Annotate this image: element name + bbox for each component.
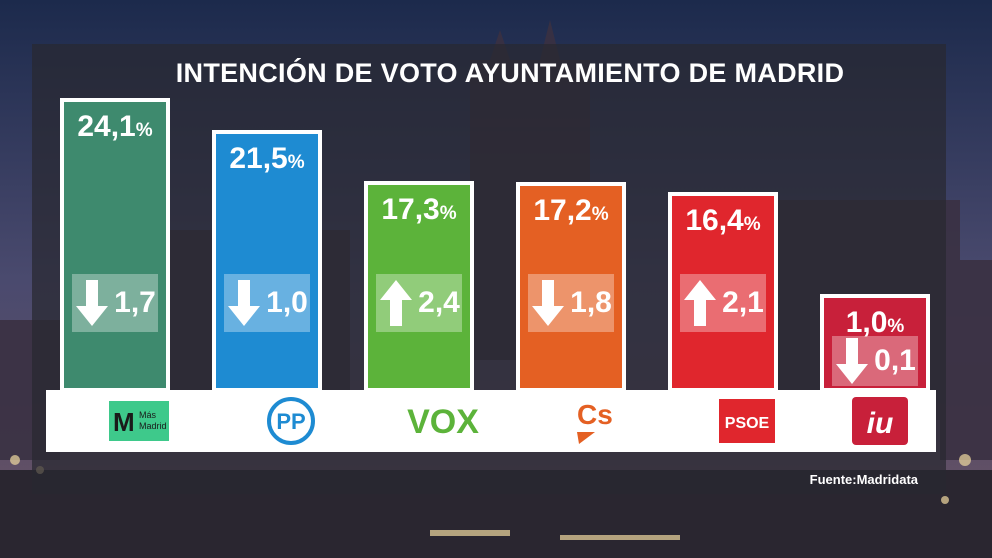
bar-value-number: 21,5 <box>229 141 288 175</box>
source-label: Fuente:Madridata <box>809 472 918 487</box>
change-value: 2,4 <box>418 285 460 319</box>
bar-value-unit: % <box>591 204 609 226</box>
arrow-down-icon <box>228 279 261 326</box>
mas-madrid-logo-text-2: Madrid <box>139 421 167 431</box>
bar-value-label: 17,2% <box>520 194 622 232</box>
bar-value-label: 17,3% <box>368 193 470 231</box>
change-indicator: 1,8 <box>528 273 614 332</box>
bar-value-label: 21,5% <box>216 142 318 180</box>
bar-value-unit: % <box>287 151 305 173</box>
psoe-logo: PSOE <box>672 390 822 452</box>
bar-value-number: 1,0 <box>845 306 888 339</box>
bar-value-label: 24,1% <box>64 110 166 148</box>
bar-iu: 1,0% 0,1 <box>820 294 930 392</box>
iu-logo: iu <box>824 390 936 452</box>
bar-value-number: 16,4 <box>685 203 744 237</box>
change-value: 2,1 <box>722 285 764 319</box>
svg-text:PSOE: PSOE <box>725 415 770 432</box>
bar-pp: 21,5% 1,0 <box>212 129 322 392</box>
mas-madrid-logo-text-1: Más <box>139 410 157 420</box>
cs-logo: Cs <box>520 390 670 452</box>
bar-value-label: 1,0% <box>824 306 926 344</box>
bar-value-number: 17,3 <box>381 192 440 226</box>
svg-text:iu: iu <box>867 407 894 440</box>
bar-value-number: 17,2 <box>533 194 592 228</box>
change-value: 1,0 <box>266 285 308 319</box>
bar-value-unit: % <box>743 213 761 235</box>
change-value: 1,7 <box>114 285 156 319</box>
bar-psoe: 16,4% 2,1 <box>668 191 778 392</box>
chart-title: INTENCIÓN DE VOTO AYUNTAMIENTO DE MADRID <box>175 58 845 88</box>
arrow-up-icon <box>684 279 717 326</box>
pp-logo: PP <box>216 390 366 452</box>
change-value: 1,8 <box>570 285 612 319</box>
change-indicator: 2,1 <box>680 273 766 332</box>
bar-value-label: 16,4% <box>672 204 774 242</box>
arrow-down-icon <box>532 279 565 326</box>
vox-logo: VOX <box>368 390 518 452</box>
bar-value-unit: % <box>887 316 905 337</box>
mas-madrid-logo: M Más Madrid <box>64 390 214 452</box>
bar-mas-madrid: 24,1% 1,7 <box>60 97 170 392</box>
arrow-up-icon <box>380 279 413 326</box>
arrow-down-icon <box>76 279 109 326</box>
change-value: 0,1 <box>874 344 916 377</box>
bar-vox: 17,3% 2,4 <box>364 180 474 392</box>
svg-text:Cs: Cs <box>577 399 613 430</box>
change-indicator: 1,7 <box>72 273 158 332</box>
svg-text:M: M <box>113 407 135 437</box>
change-indicator: 2,4 <box>376 273 462 332</box>
svg-text:PP: PP <box>276 409 305 434</box>
party-logo-strip: M Más Madrid PP VOX Cs PSOE iu <box>46 390 936 452</box>
bar-value-number: 24,1 <box>77 109 136 143</box>
bar-value-unit: % <box>439 202 457 224</box>
change-indicator: 0,1 <box>832 336 918 386</box>
svg-text:VOX: VOX <box>407 403 479 441</box>
bar-value-unit: % <box>135 119 153 141</box>
change-indicator: 1,0 <box>224 273 310 332</box>
bar-cs: 17,2% 1,8 <box>516 182 626 392</box>
arrow-down-icon <box>836 338 869 384</box>
